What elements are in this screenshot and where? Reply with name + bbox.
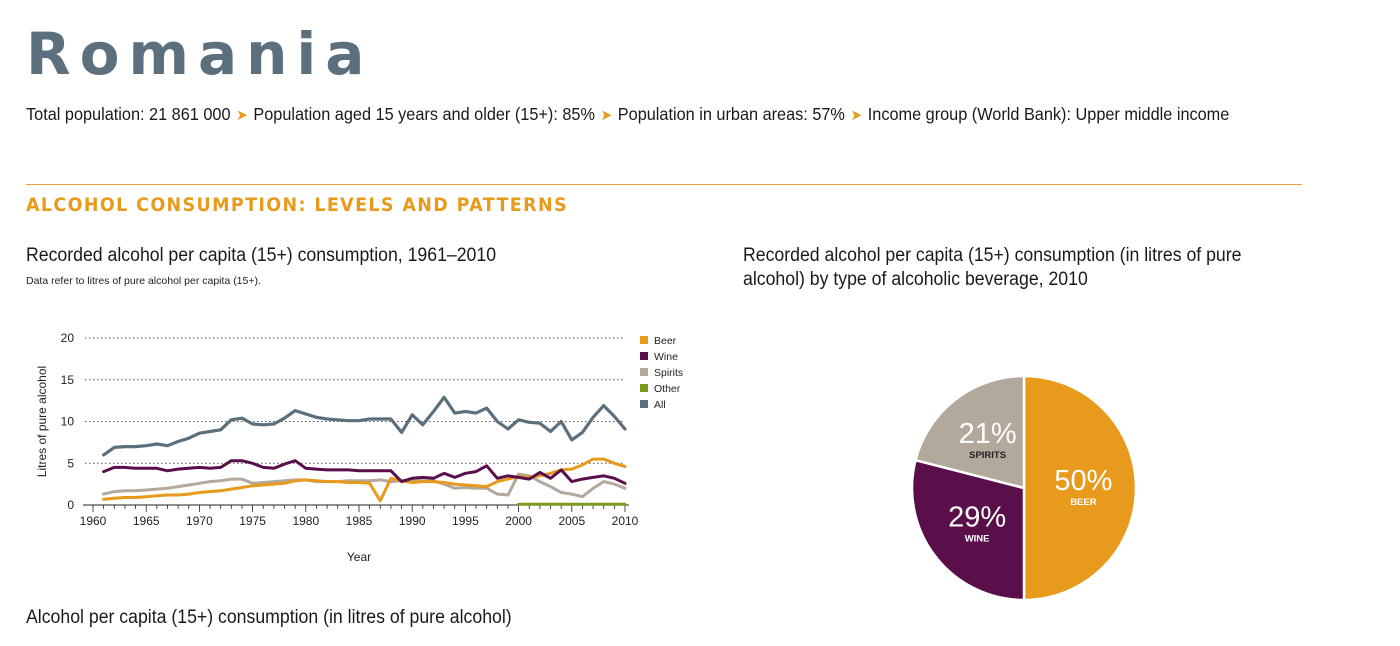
legend-swatch-wine (640, 352, 648, 360)
pie-value-label-spirits: 21% (959, 418, 1017, 450)
x-tick-label: 2005 (558, 514, 585, 528)
pie-slice-spirits (913, 374, 1026, 490)
x-tick-label: 1960 (80, 514, 107, 528)
fact-urban-population: Population in urban areas: 57% (617, 104, 845, 124)
y-tick-label: 10 (61, 415, 75, 429)
legend-label-spirits: Spirits (654, 367, 683, 379)
legend-swatch-spirits (640, 368, 648, 376)
pie-chart-title-line-2: alcohol) by type of alcoholic beverage, … (743, 269, 1088, 290)
series-line-all (101, 395, 627, 457)
y-tick-label: 20 (61, 331, 75, 345)
x-tick-label: 2010 (612, 514, 639, 528)
country-title: Romania (26, 20, 374, 88)
pie-slice-beer (1022, 374, 1138, 602)
x-tick-label: 1965 (133, 514, 160, 528)
x-axis-label: Year (347, 550, 371, 564)
line-chart-note: Data refer to litres of pure alcohol per… (26, 275, 261, 287)
legend-swatch-beer (640, 336, 648, 344)
section-title: ALCOHOL CONSUMPTION: LEVELS AND PATTERNS (26, 194, 568, 216)
x-tick-label: 2000 (505, 514, 532, 528)
legend-swatch-other (640, 384, 648, 392)
arrow-icon: ➤ (600, 107, 613, 124)
legend-label-beer: Beer (654, 335, 677, 347)
x-tick-label: 1980 (292, 514, 319, 528)
x-tick-label: 1990 (399, 514, 426, 528)
pie-value-label-beer: 50% (1054, 465, 1112, 497)
pie-category-label-spirits: SPIRITS (969, 450, 1006, 461)
pie-chart-title-line-1: Recorded alcohol per capita (15+) consum… (743, 245, 1242, 266)
x-tick-label: 1985 (346, 514, 373, 528)
fact-income-group: Income group (World Bank): Upper middle … (867, 104, 1230, 124)
y-tick-label: 15 (61, 373, 75, 387)
x-tick-label: 1995 (452, 514, 479, 528)
series-line-wine (102, 459, 627, 485)
consumption-table-title: Alcohol per capita (15+) consumption (in… (26, 607, 512, 628)
pie-value-label-wine: 29% (948, 501, 1006, 533)
legend-label-wine: Wine (654, 351, 678, 363)
pie-chart: 50%BEER 29%WINE 21%SPIRITS (910, 374, 1138, 602)
x-tick-label: 1970 (186, 514, 213, 528)
fact-population: Total population: 21 861 000 (26, 104, 231, 124)
y-axis-label: Litres of pure alcohol (35, 366, 49, 477)
legend-swatch-all (640, 400, 648, 408)
pie-category-label-wine: WINE (965, 533, 990, 544)
fact-population-15plus: Population aged 15 years and older (15+)… (253, 104, 595, 124)
pie-chart-title: Recorded alcohol per capita (15+) consum… (743, 244, 1241, 292)
legend-label-all: All (654, 399, 666, 411)
line-chart: 0 5 10 15 20 1960 1965 1970 1975 1980 1985 1990 1995… (35, 331, 683, 564)
series-line-spirits (102, 472, 627, 499)
x-tick-label: 1975 (239, 514, 266, 528)
arrow-icon: ➤ (850, 107, 863, 124)
y-tick-label: 5 (67, 456, 74, 470)
line-chart-title: Recorded alcohol per capita (15+) consum… (26, 245, 497, 266)
country-facts: Total population: 21 861 000 ➤ Population … (26, 104, 1229, 125)
y-tick-label: 0 (67, 498, 74, 512)
legend-label-other: Other (654, 383, 681, 395)
arrow-icon: ➤ (236, 107, 248, 124)
section-divider (26, 184, 1302, 185)
pie-category-label-beer: BEER (1070, 497, 1097, 508)
series-line-beer (102, 457, 627, 503)
pie-slice-wine (910, 458, 1026, 602)
